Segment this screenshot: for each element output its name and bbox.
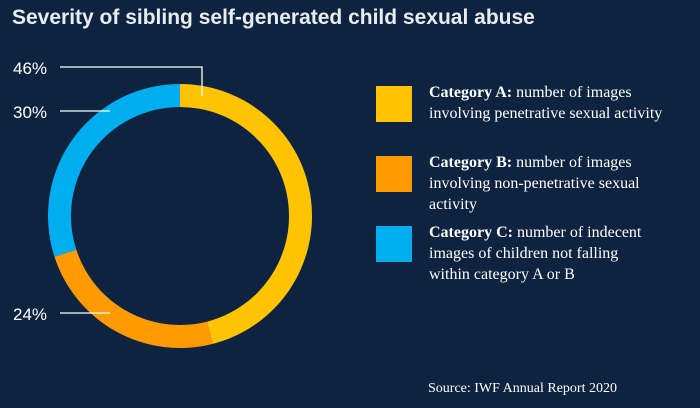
legend-desc: number of images [512, 84, 632, 101]
legend-desc: number of indecent [512, 224, 642, 241]
legend-desc: within category A or B [429, 266, 575, 283]
donut-slice-category-b [54, 249, 213, 349]
legend-text-category-c: Category C: number of indecent images of… [429, 222, 694, 285]
legend-desc: images of children not falling [429, 245, 619, 262]
slice-label-category-b: 24% [13, 305, 47, 324]
slice-label-category-a: 46% [13, 59, 47, 78]
legend-item-category-c: Category C: number of indecent images of… [376, 222, 696, 285]
legend-desc: number of images [512, 154, 632, 171]
slice-label-category-c: 30% [13, 103, 47, 122]
legend-text-category-a: Category A: number of images involving p… [429, 82, 694, 124]
legend-swatch-category-a [376, 86, 412, 122]
legend-desc: activity [429, 196, 477, 213]
chart-title: Severity of sibling self-generated child… [12, 6, 535, 29]
donut-slice-category-c [47, 84, 180, 257]
legend-swatch-category-c [376, 226, 412, 262]
legend-name: Category C: [429, 224, 513, 241]
legend: Category A: number of images involving p… [376, 82, 696, 292]
donut-slice-category-a [180, 84, 313, 344]
leader-line-category-a [60, 66, 203, 96]
legend-name: Category A: [429, 84, 513, 101]
legend-item-category-a: Category A: number of images involving p… [376, 82, 696, 142]
legend-desc: involving penetrative sexual activity [429, 105, 663, 122]
legend-item-category-b: Category B: number of images involving n… [376, 152, 696, 215]
source-note: Source: IWF Annual Report 2020 [428, 381, 617, 396]
legend-text-category-b: Category B: number of images involving n… [429, 152, 694, 215]
legend-swatch-category-b [376, 156, 412, 192]
legend-name: Category B: [429, 154, 513, 171]
legend-desc: involving non-penetrative sexual [429, 175, 640, 192]
